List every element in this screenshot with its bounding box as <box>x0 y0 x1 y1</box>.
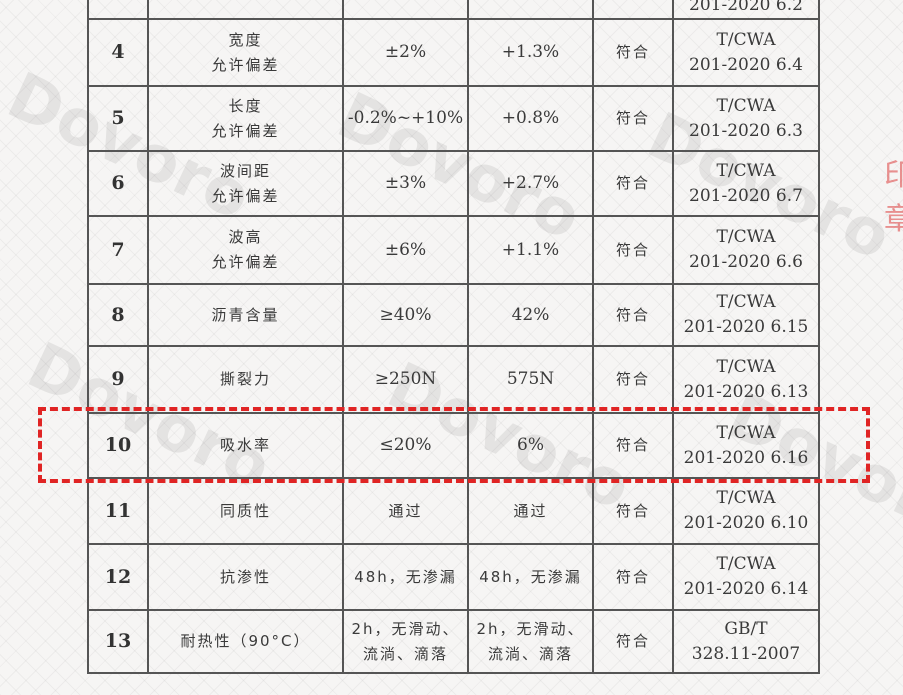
requirement-cell: ≥40% <box>342 283 469 347</box>
test-result-cell: 48h，无渗漏 <box>467 543 594 611</box>
table-row: 6 波间距 允许偏差 ±3% +2.7% 符合 T/CWA 201-2020 6.7 <box>87 150 820 217</box>
verdict-cell: 符合 <box>592 412 674 479</box>
item-name-cell: 抗渗性 <box>147 543 344 611</box>
test-result-cell <box>467 0 594 20</box>
row-number-cell: 11 <box>87 477 149 545</box>
verdict-cell: 符合 <box>592 85 674 152</box>
item-name-cell: 宽度 允许偏差 <box>147 18 344 87</box>
verdict-cell: 符合 <box>592 215 674 285</box>
item-name-cell: 同质性 <box>147 477 344 545</box>
table-row: 8 沥青含量 ≥40% 42% 符合 T/CWA 201-2020 6.15 <box>87 283 820 347</box>
item-name-cell: 波高 允许偏差 <box>147 215 344 285</box>
requirement-cell: -0.2%~+10% <box>342 85 469 152</box>
row-number-cell: 5 <box>87 85 149 152</box>
row-number-cell: 6 <box>87 150 149 217</box>
test-method-cell: T/CWA 201-2020 6.13 <box>672 345 820 414</box>
test-method-cell: T/CWA 201-2020 6.10 <box>672 477 820 545</box>
row-number-cell: 4 <box>87 18 149 87</box>
row-number-cell: 8 <box>87 283 149 347</box>
test-results-table: 201-2020 6.2 4 宽度 允许偏差 ±2% +1.3% 符合 T/CWA 201-… <box>87 0 820 674</box>
requirement-cell: ≥250N <box>342 345 469 414</box>
test-method-cell: T/CWA 201-2020 6.15 <box>672 283 820 347</box>
table-row: 10 吸水率 ≤20% 6% 符合 T/CWA 201-2020 6.16 <box>87 412 820 479</box>
test-result-cell: 2h，无滑动、 流淌、滴落 <box>467 609 594 674</box>
table-row: 13 耐热性（90°C） 2h，无滑动、 流淌、滴落 2h，无滑动、 流淌、滴落 符合 G… <box>87 609 820 674</box>
test-result-cell: 42% <box>467 283 594 347</box>
table-row: 201-2020 6.2 <box>87 0 820 20</box>
verdict-cell: 符合 <box>592 283 674 347</box>
test-result-cell: 通过 <box>467 477 594 545</box>
test-method-cell: T/CWA 201-2020 6.4 <box>672 18 820 87</box>
requirement-cell: 2h，无滑动、 流淌、滴落 <box>342 609 469 674</box>
item-name-cell: 撕裂力 <box>147 345 344 414</box>
test-result-cell: 575N <box>467 345 594 414</box>
row-number-cell: 10 <box>87 412 149 479</box>
requirement-cell: ±3% <box>342 150 469 217</box>
item-name-cell: 沥青含量 <box>147 283 344 347</box>
verdict-cell: 符合 <box>592 477 674 545</box>
requirement-cell: ±2% <box>342 18 469 87</box>
table-row: 12 抗渗性 48h，无渗漏 48h，无渗漏 符合 T/CWA 201-2020 6.14 <box>87 543 820 611</box>
row-number-cell: 9 <box>87 345 149 414</box>
row-number-cell: 13 <box>87 609 149 674</box>
table-row: 9 撕裂力 ≥250N 575N 符合 T/CWA 201-2020 6.13 <box>87 345 820 414</box>
highlight-box-row-10 <box>38 407 870 483</box>
requirement-cell: 48h，无渗漏 <box>342 543 469 611</box>
item-name-cell <box>147 0 344 20</box>
table-row: 11 同质性 通过 通过 符合 T/CWA 201-2020 6.10 <box>87 477 820 545</box>
item-name-cell: 吸水率 <box>147 412 344 479</box>
row-number-cell <box>87 0 149 20</box>
requirement-cell: ≤20% <box>342 412 469 479</box>
verdict-cell: 符合 <box>592 609 674 674</box>
test-method-cell: T/CWA 201-2020 6.14 <box>672 543 820 611</box>
verdict-cell <box>592 0 674 20</box>
verdict-cell: 符合 <box>592 543 674 611</box>
test-result-cell: +1.3% <box>467 18 594 87</box>
item-name-cell: 耐热性（90°C） <box>147 609 344 674</box>
table-row: 4 宽度 允许偏差 ±2% +1.3% 符合 T/CWA 201-2020 6.4 <box>87 18 820 87</box>
test-method-cell: GB/T 328.11-2007 <box>672 609 820 674</box>
table-row: 7 波高 允许偏差 ±6% +1.1% 符合 T/CWA 201-2020 6.6 <box>87 215 820 285</box>
test-method-cell: T/CWA 201-2020 6.6 <box>672 215 820 285</box>
item-name-cell: 波间距 允许偏差 <box>147 150 344 217</box>
test-method-cell: T/CWA 201-2020 6.3 <box>672 85 820 152</box>
test-result-cell: +1.1% <box>467 215 594 285</box>
test-method-cell: 201-2020 6.2 <box>672 0 820 20</box>
table-row: 5 长度 允许偏差 -0.2%~+10% +0.8% 符合 T/CWA 201-2020 … <box>87 85 820 152</box>
verdict-cell: 符合 <box>592 150 674 217</box>
row-number-cell: 12 <box>87 543 149 611</box>
row-number-cell: 7 <box>87 215 149 285</box>
test-method-cell: T/CWA 201-2020 6.7 <box>672 150 820 217</box>
red-seal-stamp: 印章 <box>884 158 903 237</box>
requirement-cell: 通过 <box>342 477 469 545</box>
item-name-cell: 长度 允许偏差 <box>147 85 344 152</box>
test-result-cell: +0.8% <box>467 85 594 152</box>
verdict-cell: 符合 <box>592 345 674 414</box>
verdict-cell: 符合 <box>592 18 674 87</box>
test-result-cell: +2.7% <box>467 150 594 217</box>
test-result-cell: 6% <box>467 412 594 479</box>
test-method-cell: T/CWA 201-2020 6.16 <box>672 412 820 479</box>
requirement-cell: ±6% <box>342 215 469 285</box>
requirement-cell <box>342 0 469 20</box>
